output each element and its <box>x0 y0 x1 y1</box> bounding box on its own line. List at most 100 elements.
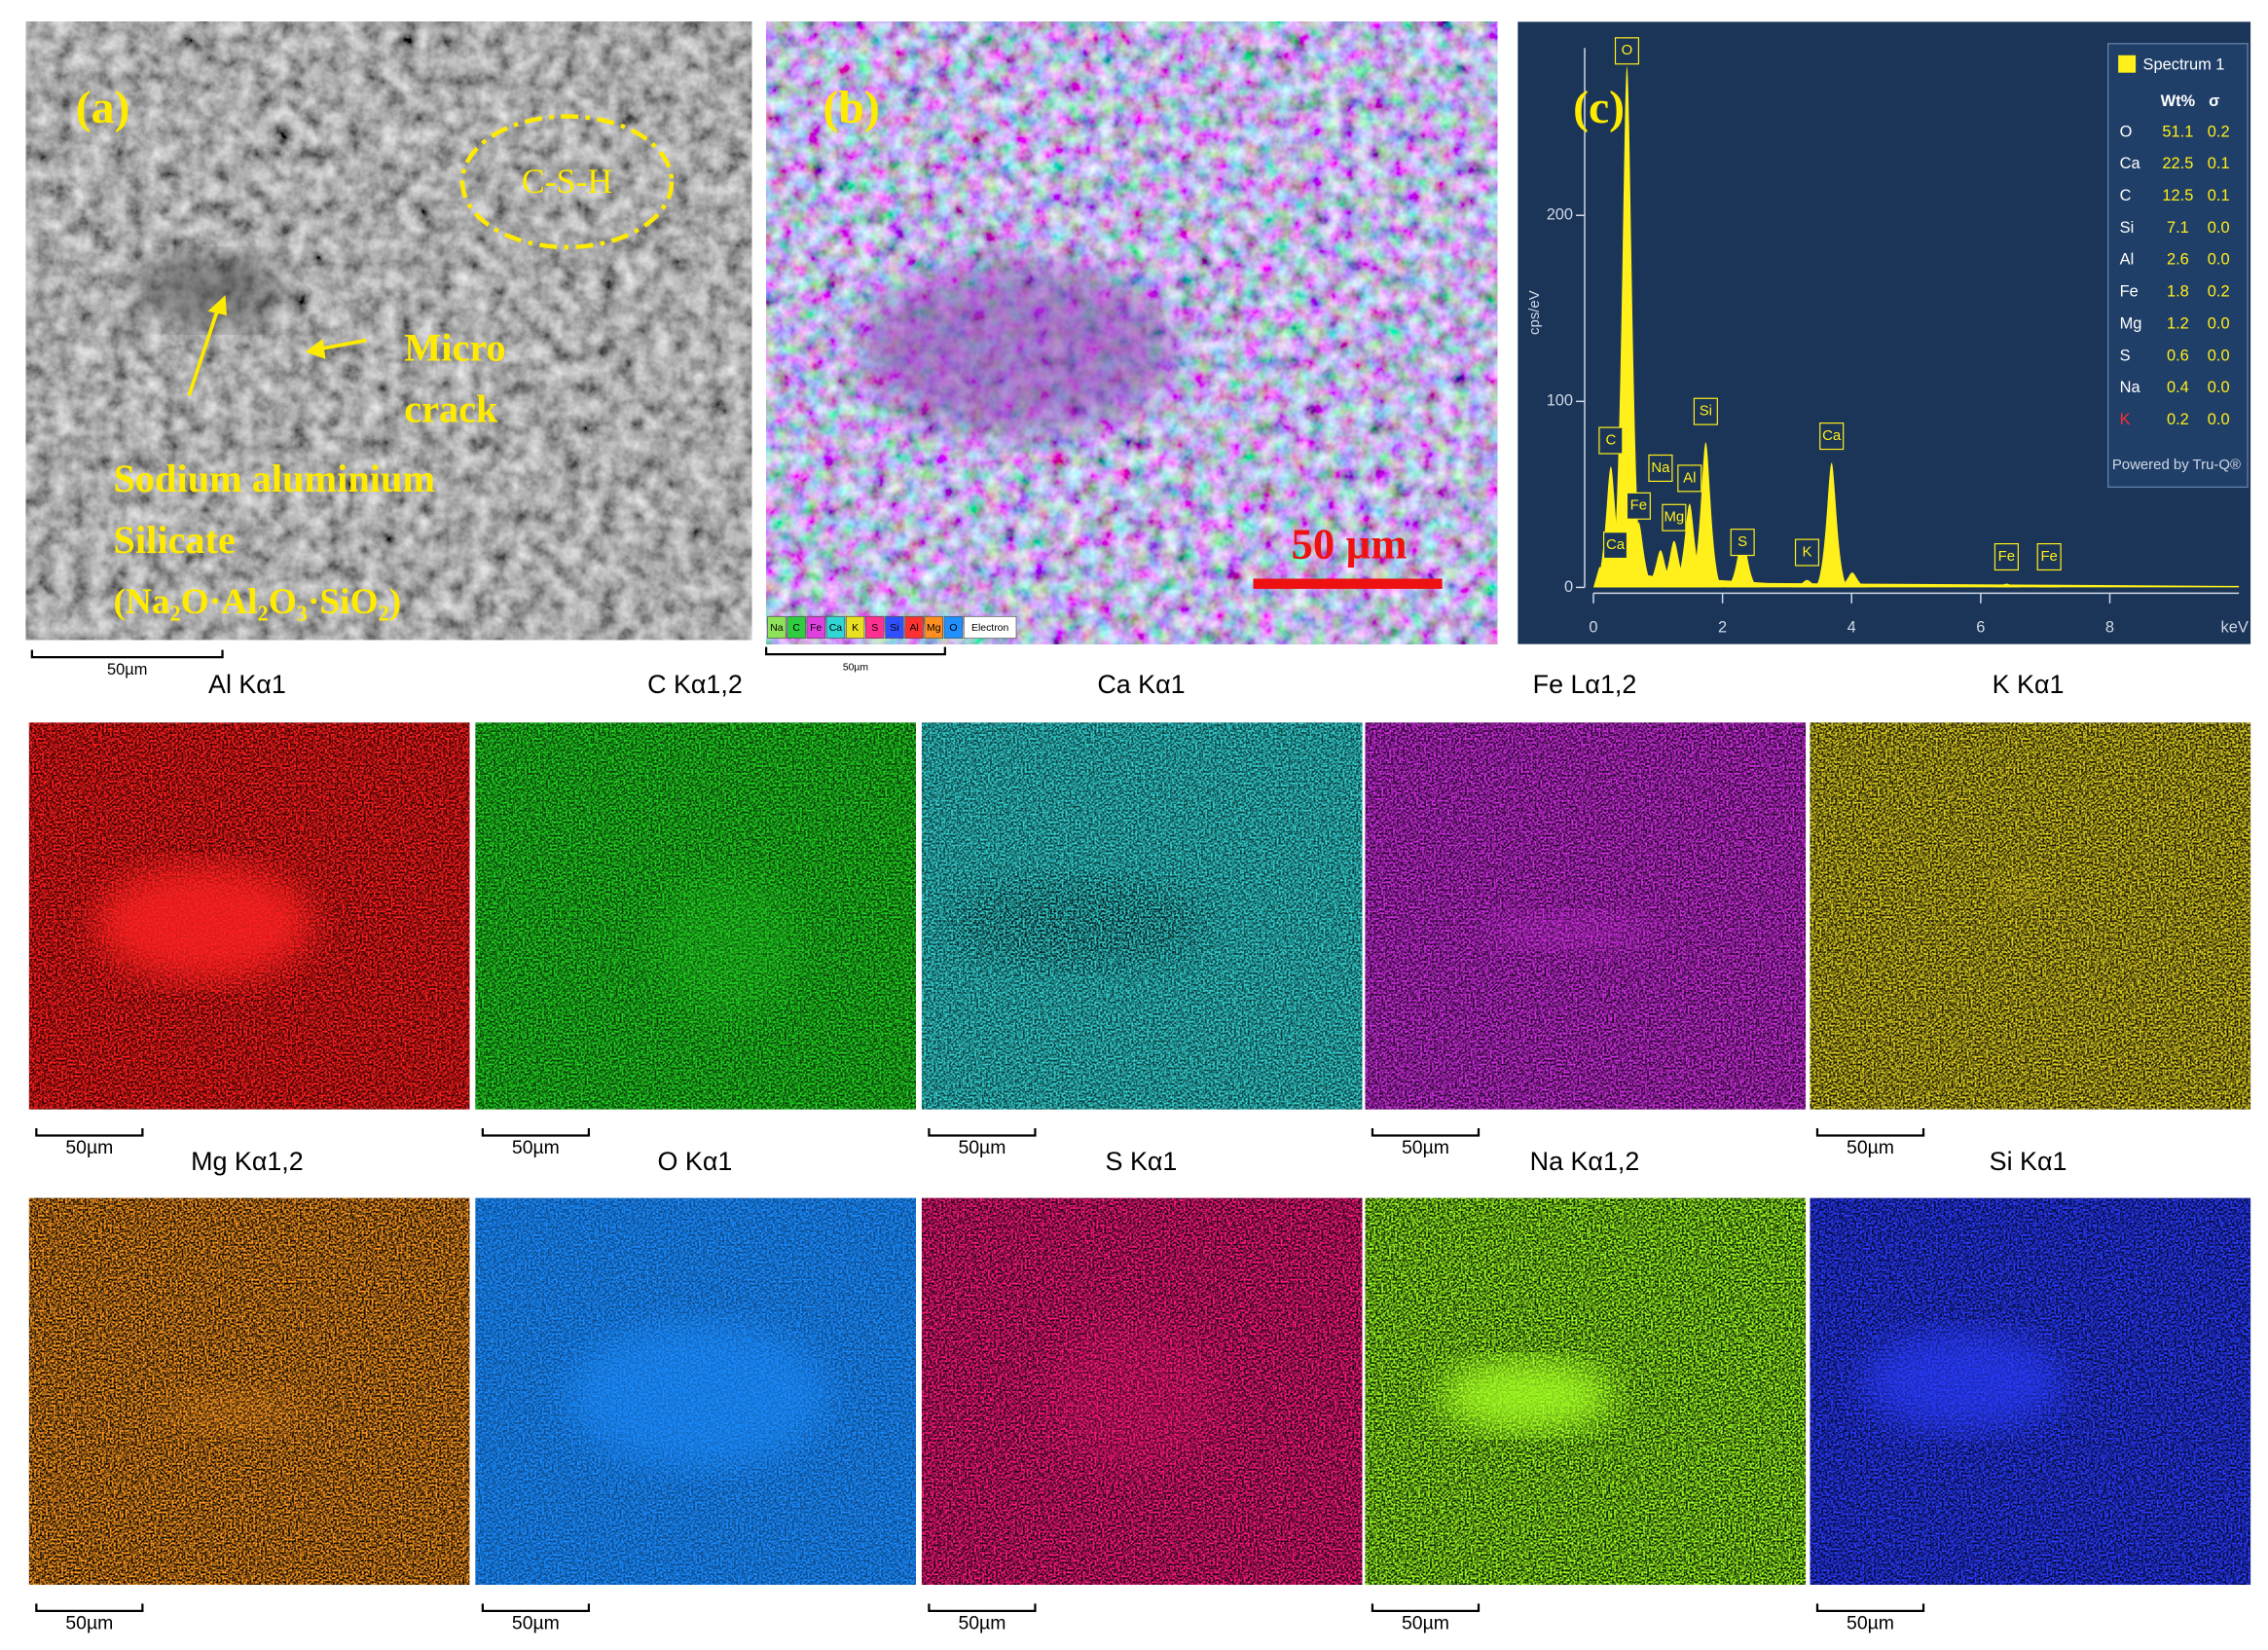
peak-label-box <box>2036 543 2062 571</box>
y-tick-label: 200 <box>1547 206 1573 224</box>
legend-swatch <box>825 615 846 640</box>
legend-swatch <box>845 615 865 640</box>
peak-label-box <box>1614 37 1640 65</box>
spectrum-peak <box>1609 66 1645 588</box>
peak-label: K <box>1803 544 1812 561</box>
spectrum-peak <box>1789 579 1825 588</box>
sem-image <box>25 21 752 641</box>
element-map-signal <box>1810 722 2251 1110</box>
x-tick-label: 2 <box>1718 619 1727 637</box>
scale-bar-label: 50µm <box>512 1137 560 1158</box>
legend-label: Mg <box>927 623 941 634</box>
scale-bar-label: 50µm <box>65 1137 113 1158</box>
table-sigma: 0.0 <box>2208 219 2230 237</box>
table-element: Na <box>2120 379 2141 396</box>
scale-bar <box>35 1128 144 1137</box>
peak-label-box <box>1819 422 1845 451</box>
table-element: Al <box>2120 251 2135 269</box>
peak-label: Fe <box>1630 497 1647 514</box>
spectrum-peak <box>1621 522 1657 588</box>
legend-swatch <box>963 615 1017 640</box>
scale-bar <box>1815 1603 1925 1613</box>
peak-label-box <box>1693 397 1718 425</box>
map-title: K Kα1 <box>1993 670 2065 699</box>
panel-label: (b) <box>823 82 879 133</box>
table-sigma: 0.2 <box>2208 283 2230 301</box>
legend-swatch <box>767 615 786 640</box>
annotation: Sodium aluminium <box>114 457 435 500</box>
spectrum-swatch <box>2118 55 2137 73</box>
spectrum-peak <box>1688 442 1724 588</box>
table-element: O <box>2120 123 2133 140</box>
element-map-signal <box>28 1197 470 1586</box>
spectrum-peak <box>2031 585 2067 588</box>
legend-swatch <box>943 615 964 640</box>
legend-swatch <box>786 615 806 640</box>
legend-swatch <box>924 615 943 640</box>
peak-label: S <box>1738 533 1747 550</box>
element-map-signal <box>1365 722 1807 1110</box>
legend-swatch <box>904 615 924 640</box>
x-unit: keV <box>2221 619 2249 637</box>
table-element: C <box>2120 187 2132 204</box>
spectrum-peak <box>1989 583 2025 588</box>
scale-bar <box>481 1603 591 1613</box>
peak-label: Fe <box>1998 548 2015 565</box>
scale-bar-label: 50µm <box>1847 1137 1894 1158</box>
peak-label-box <box>1648 454 1673 482</box>
scale-bar-label: 50µm <box>1402 1612 1449 1633</box>
legend-label: K <box>852 623 859 634</box>
table-sigma: 0.1 <box>2208 187 2230 204</box>
result-table <box>2107 43 2249 488</box>
legend-label: Ca <box>829 623 843 634</box>
scale-bar-label: 50µm <box>512 1612 560 1633</box>
spectrum-peak <box>1813 462 1849 588</box>
scale-bar <box>765 646 946 656</box>
element-map-signal <box>475 722 916 1110</box>
legend-swatch <box>865 615 885 640</box>
table-sigma: 0.0 <box>2208 314 2230 332</box>
annotation: C-S-H <box>522 162 613 201</box>
map-title: O Kα1 <box>658 1147 733 1176</box>
table-wt: 1.8 <box>2167 283 2189 301</box>
scale-bar <box>928 1603 1037 1613</box>
annotation: Silicate <box>114 518 236 562</box>
table-element: K <box>2120 411 2131 428</box>
peak-label: Si <box>1700 403 1712 420</box>
scale-bar <box>30 649 224 659</box>
table-footer: Powered by Tru-Q® <box>2112 457 2241 473</box>
annotation: crack <box>404 386 498 430</box>
map-title: Si Kα1 <box>1990 1147 2067 1176</box>
table-wt: 7.1 <box>2167 219 2189 237</box>
scale-bar <box>928 1128 1037 1137</box>
peak-label: Al <box>1683 469 1696 486</box>
scale-bar <box>1371 1128 1481 1137</box>
map-title: Na Kα1,2 <box>1530 1147 1640 1176</box>
peak-label: Fe <box>2040 548 2057 565</box>
arrow-head <box>305 339 326 359</box>
scale-bar-label: 50µm <box>107 661 147 678</box>
peak-label: O <box>1622 42 1633 58</box>
spectrum-peak <box>1643 550 1678 588</box>
y-tick-label: 0 <box>1564 578 1573 596</box>
table-element: S <box>2120 347 2131 364</box>
scale-label: 50 µm <box>1291 519 1407 568</box>
x-tick-label: 0 <box>1589 619 1597 637</box>
legend-label: Fe <box>810 623 822 634</box>
peak-label: Na <box>1651 459 1670 476</box>
spectrum-peak <box>1671 503 1707 588</box>
y-axis-title: cps/eV <box>1526 290 1543 335</box>
scale-bar-label: 50µm <box>65 1612 113 1633</box>
arrow <box>319 338 367 351</box>
scale-bar-label: 50µm <box>958 1137 1006 1158</box>
arrow-head <box>207 295 228 316</box>
table-element: Si <box>2120 219 2135 237</box>
x-tick-label: 4 <box>1847 619 1856 637</box>
table-wt: 2.6 <box>2167 251 2189 269</box>
table-sigma: 0.0 <box>2208 347 2230 364</box>
peak-label-box <box>1994 543 2019 571</box>
table-element: Mg <box>2120 314 2142 332</box>
